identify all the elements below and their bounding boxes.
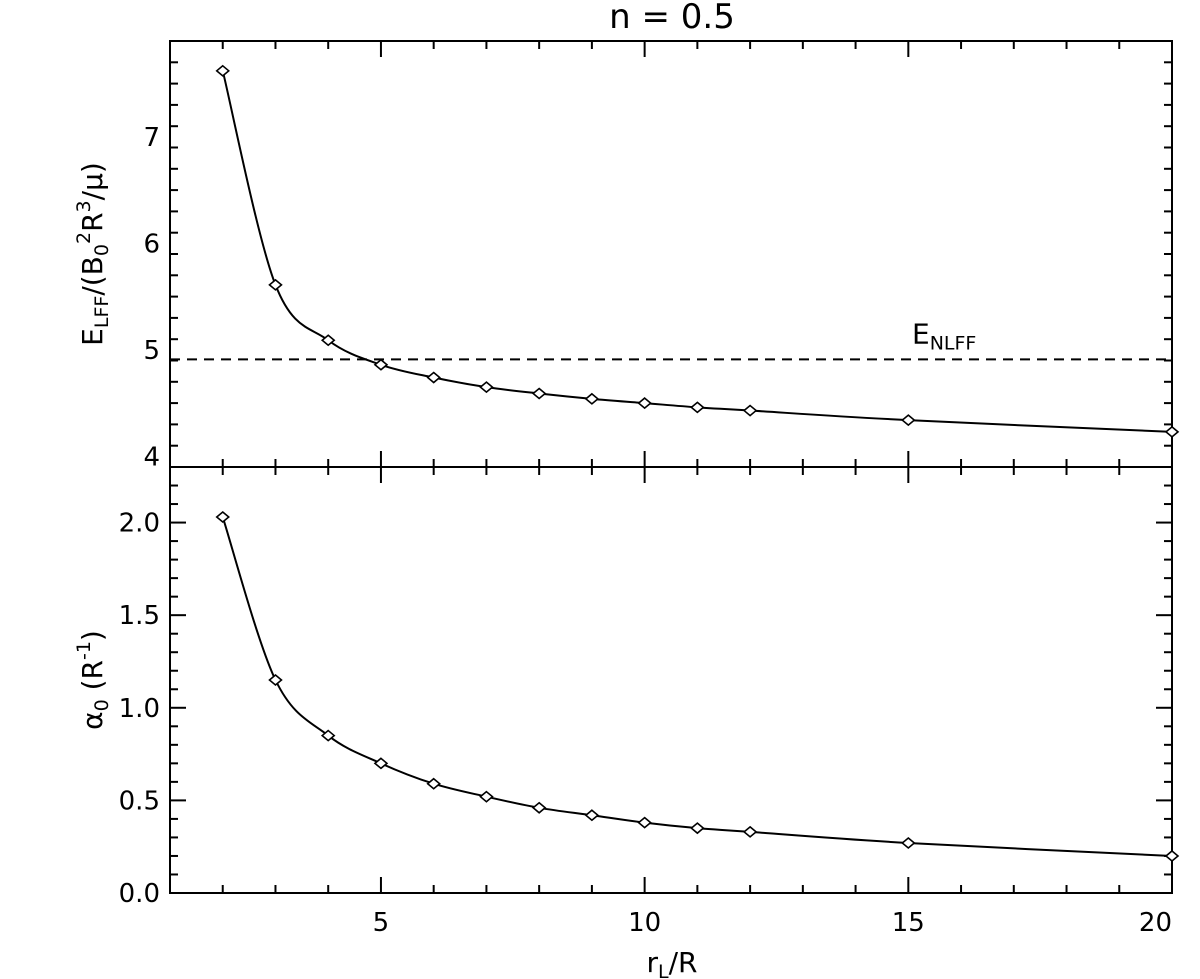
top-y-axis-title: ELFF/(B02R3/μ) [73, 162, 113, 346]
bottom-panel-frame [169, 466, 1173, 894]
x-tick-label: 15 [892, 908, 925, 938]
data-point [901, 414, 916, 427]
data-point [584, 809, 600, 822]
ylabel-unit-sup: -1 [73, 641, 95, 660]
y-tick-label: 5 [143, 336, 160, 366]
data-point [373, 757, 389, 770]
data-point [531, 801, 547, 814]
xlabel-rest: /R [669, 946, 698, 979]
y-tick-label: 1.5 [119, 601, 160, 631]
x-tick-label: 5 [373, 908, 390, 938]
data-point [637, 816, 652, 829]
data-point [901, 836, 916, 850]
top-series-curve [221, 70, 1173, 433]
bottom-y-axis-title: α0 (R-1) [73, 630, 113, 730]
xlabel-sub: L [658, 961, 669, 979]
x-axis-title: rL/R [647, 946, 698, 979]
data-point [320, 334, 336, 347]
top-y-tick-labels: 4 5 6 7 [143, 123, 160, 473]
nlff-label-sub: NLFF [930, 332, 977, 354]
data-point [742, 404, 758, 417]
ylabel-e: E [76, 328, 109, 346]
ylabel-mid: /(B [76, 256, 109, 296]
data-point [373, 358, 389, 371]
ylabel-e-sub: LFF [91, 296, 113, 328]
x-tick-label: 10 [628, 908, 661, 938]
x-tick-label: 20 [1139, 908, 1172, 938]
ylabel-b-sup: 2 [73, 232, 95, 244]
chart-title: n = 0.5 [609, 0, 735, 37]
top-panel-ticks [169, 40, 1173, 468]
bottom-series-curve [221, 516, 1173, 857]
data-point [215, 510, 230, 524]
y-tick-label: 6 [143, 229, 160, 259]
y-tick-label: 7 [143, 123, 160, 153]
y-tick-label: 2.0 [119, 509, 160, 539]
top-panel-frame [169, 40, 1173, 468]
top-series-markers [215, 64, 1180, 438]
data-point [320, 729, 336, 742]
y-tick-label: 4 [143, 442, 160, 472]
ylabel-alpha-sub: 0 [91, 699, 113, 711]
data-point [479, 790, 494, 803]
data-point [584, 392, 600, 405]
data-point [690, 401, 705, 414]
nlff-reference-label: ENLFF [912, 317, 976, 354]
data-point [531, 387, 547, 400]
nlff-label-main: E [912, 317, 930, 350]
ylabel-unit: (R [76, 660, 109, 699]
xlabel-main: r [647, 946, 659, 979]
bottom-x-tick-labels: 5 10 15 20 [373, 908, 1172, 938]
data-point [268, 673, 283, 687]
data-point [215, 64, 230, 77]
data-point [1164, 425, 1180, 438]
data-point [690, 822, 705, 835]
y-tick-label: 0.5 [119, 786, 160, 816]
data-point [1164, 849, 1180, 862]
data-point [268, 278, 283, 291]
y-tick-label: 0.0 [119, 879, 160, 909]
bottom-series-markers [215, 510, 1180, 862]
ylabel-r: R [76, 212, 109, 231]
ylabel-alpha: α [76, 711, 109, 729]
y-tick-label: 1.0 [119, 694, 160, 724]
data-point [479, 381, 494, 394]
ylabel-b-sub: 0 [91, 244, 113, 256]
data-point [637, 397, 652, 410]
bottom-y-tick-labels: 0.0 0.5 1.0 1.5 2.0 [119, 509, 160, 909]
ylabel-end: /μ) [76, 162, 109, 200]
data-point [426, 371, 441, 384]
ylabel-close: ) [76, 630, 109, 641]
ylabel-r-sup: 3 [73, 200, 95, 212]
data-point [742, 825, 758, 838]
data-point [426, 777, 441, 790]
bottom-panel-ticks [169, 466, 1173, 894]
